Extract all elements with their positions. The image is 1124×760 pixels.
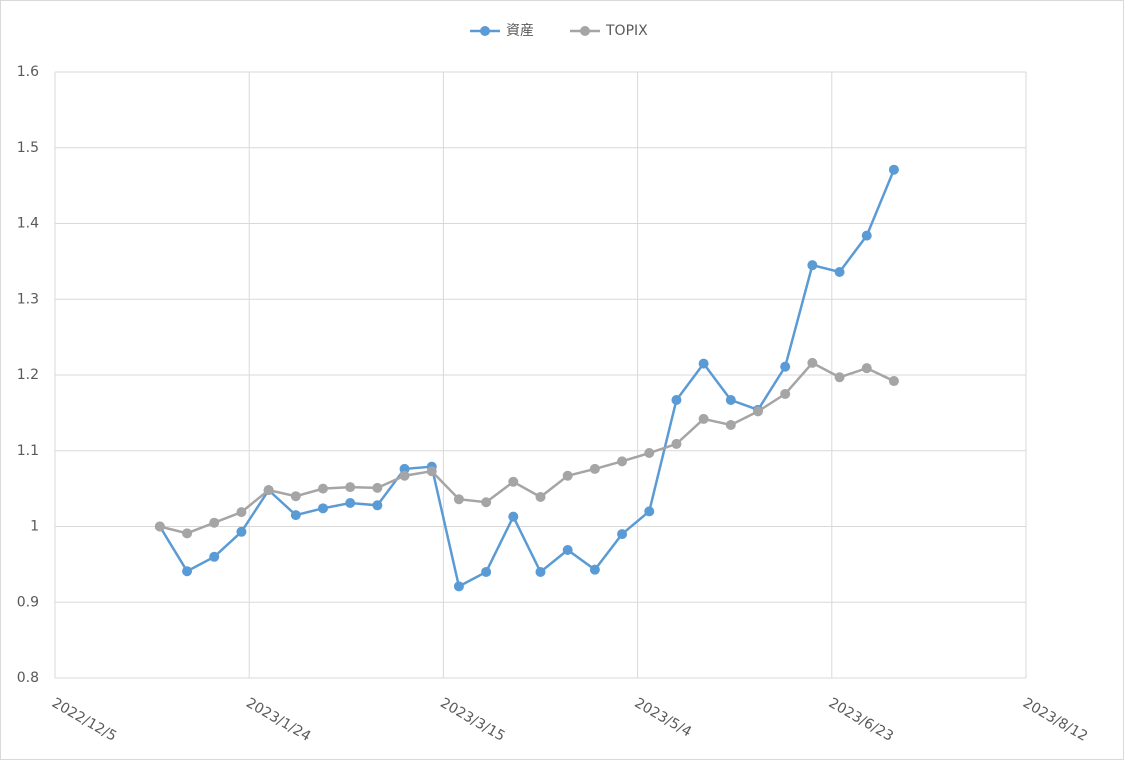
data-point	[399, 470, 410, 481]
data-point	[236, 507, 247, 518]
y-tick-label: 1.5	[17, 140, 39, 156]
data-point	[780, 388, 791, 399]
legend-label: TOPIX	[605, 23, 648, 39]
data-point	[562, 470, 573, 481]
series-line	[158, 169, 896, 589]
data-point	[317, 483, 328, 494]
data-point	[154, 521, 165, 532]
data-point	[508, 511, 519, 522]
data-point	[698, 358, 709, 369]
data-point	[834, 266, 845, 277]
data-point	[508, 476, 519, 487]
data-point	[481, 566, 492, 577]
data-point	[535, 491, 546, 502]
data-point	[481, 497, 492, 508]
data-point	[888, 164, 899, 175]
data-point	[290, 510, 301, 521]
data-point	[780, 361, 791, 372]
y-tick-label: 1.3	[17, 291, 39, 307]
series-line	[159, 361, 895, 535]
data-point	[426, 466, 437, 477]
data-point	[589, 564, 600, 575]
y-tick-label: 1.6	[17, 64, 39, 80]
y-tick-label: 1.2	[17, 367, 39, 383]
data-point	[209, 551, 220, 562]
data-point	[182, 528, 193, 539]
data-point	[345, 498, 356, 509]
data-point	[453, 494, 464, 505]
data-point	[807, 357, 818, 368]
data-point	[263, 485, 274, 496]
legend-label: 資産	[506, 23, 534, 39]
data-point	[834, 372, 845, 383]
data-point	[617, 456, 628, 467]
data-point	[372, 500, 383, 511]
data-point	[725, 419, 736, 430]
data-point	[861, 363, 872, 374]
data-point	[209, 517, 220, 528]
data-point	[671, 394, 682, 405]
data-point	[372, 482, 383, 493]
y-tick-label: 1.4	[17, 216, 39, 232]
data-point	[345, 482, 356, 493]
data-point	[589, 463, 600, 474]
y-tick-label: 0.8	[17, 670, 39, 686]
data-point	[753, 406, 764, 417]
data-point	[453, 581, 464, 592]
data-point	[725, 394, 736, 405]
data-point	[888, 376, 899, 387]
data-point	[562, 544, 573, 555]
data-point	[861, 230, 872, 241]
data-point	[698, 413, 709, 424]
legend-marker	[580, 26, 590, 36]
data-point	[236, 526, 247, 537]
data-point	[317, 503, 328, 514]
y-tick-label: 1.1	[17, 443, 39, 459]
data-point	[644, 506, 655, 517]
data-point	[807, 260, 818, 271]
legend-marker	[480, 26, 490, 36]
data-point	[182, 566, 193, 577]
data-point	[644, 448, 655, 459]
data-point	[671, 438, 682, 449]
y-tick-label: 0.9	[17, 594, 39, 610]
data-point	[290, 491, 301, 502]
y-tick-label: 1	[30, 519, 39, 535]
data-point	[535, 566, 546, 577]
data-point	[617, 529, 628, 540]
